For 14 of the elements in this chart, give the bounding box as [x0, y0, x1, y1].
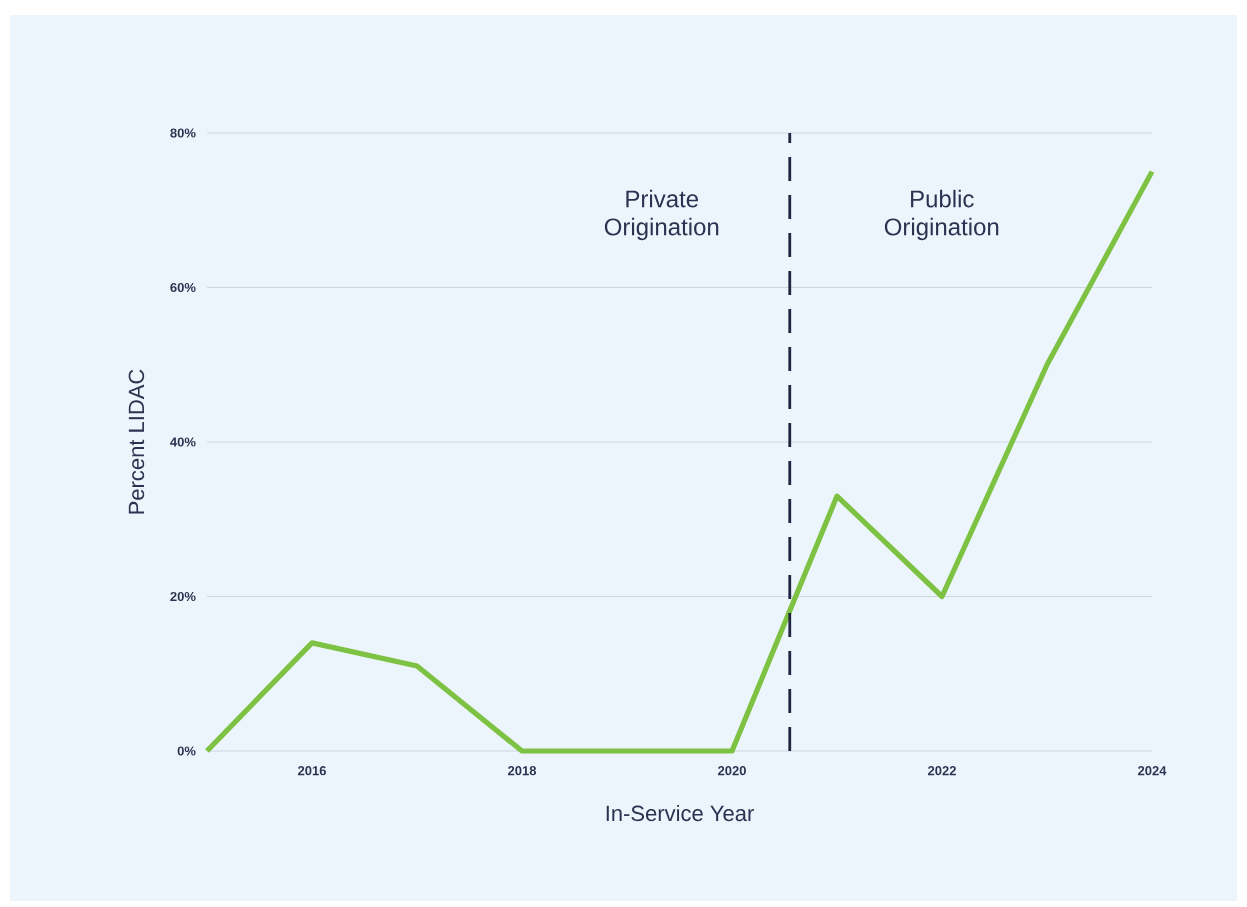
- y-tick-label: 20%: [170, 591, 196, 602]
- x-axis-title: In-Service Year: [606, 805, 754, 822]
- x-tick-label: 2018: [507, 766, 537, 776]
- y-tick-label: 40%: [170, 437, 196, 447]
- y-tick-label: 80%: [170, 128, 196, 138]
- y-axis-title: Percent LIDAC: [128, 369, 145, 514]
- x-tick-label: 2024: [1137, 766, 1167, 776]
- x-tick-label: 2016: [297, 766, 326, 776]
- y-tick-label: 60%: [170, 282, 196, 293]
- annotation: Private Origination: [604, 189, 719, 241]
- annotation: Public Origination: [884, 189, 999, 241]
- y-tick-label: 0%: [177, 746, 196, 756]
- x-tick-label: 2022: [927, 766, 956, 776]
- x-tick-label: 2020: [717, 766, 746, 776]
